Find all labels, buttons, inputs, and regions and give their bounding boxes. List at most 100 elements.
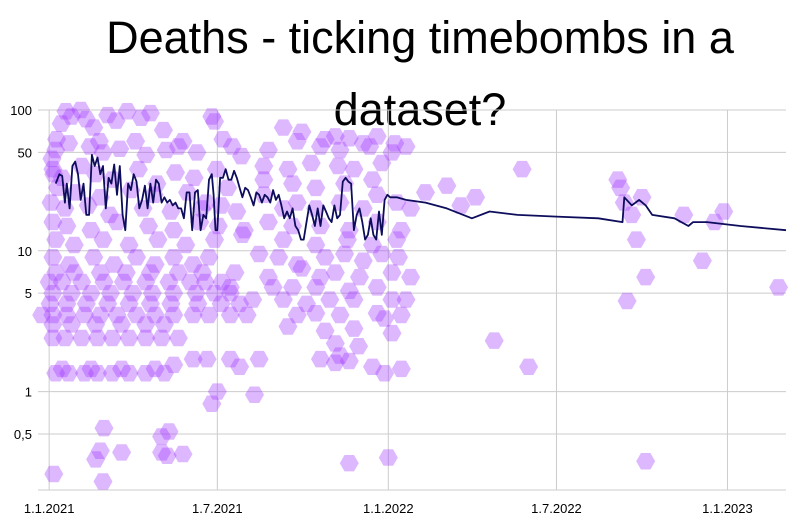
data-point: [88, 365, 107, 382]
data-point: [311, 268, 330, 286]
line-layer: [54, 154, 787, 241]
data-point: [93, 144, 113, 161]
data-point: [93, 473, 113, 490]
data-point: [199, 249, 219, 266]
data-point: [243, 291, 263, 308]
data-point: [153, 121, 173, 139]
data-point: [159, 273, 179, 291]
data-point: [145, 360, 165, 378]
data-point: [51, 115, 71, 132]
data-point: [90, 264, 110, 281]
data-point: [353, 252, 373, 269]
data-point: [349, 338, 369, 355]
data-point: [157, 447, 177, 464]
data-point: [339, 282, 359, 299]
data-point: [136, 146, 156, 164]
data-point: [104, 256, 124, 273]
data-point: [225, 264, 245, 281]
data-point: [202, 108, 222, 125]
data-point: [237, 306, 257, 324]
y-tick-label: 10: [18, 244, 32, 259]
data-point: [325, 335, 345, 352]
data-point: [136, 365, 156, 382]
data-point: [375, 310, 395, 327]
data-point: [273, 231, 293, 248]
data-point: [211, 295, 231, 313]
data-point: [320, 291, 340, 308]
data-point: [353, 135, 373, 152]
data-point: [43, 249, 63, 266]
data-point: [46, 365, 66, 382]
data-point: [159, 423, 179, 440]
data-point: [254, 157, 274, 175]
data-point: [39, 273, 59, 291]
data-point: [76, 295, 96, 313]
data-point: [382, 324, 402, 342]
data-point: [47, 131, 67, 148]
data-point: [230, 295, 250, 313]
data-point: [90, 306, 110, 324]
data-point: [330, 306, 350, 324]
data-point: [330, 347, 350, 364]
data-point: [608, 171, 628, 188]
data-point: [173, 445, 193, 463]
data-point: [220, 279, 240, 296]
x-tick-label: 1.1.2022: [363, 501, 414, 516]
data-point: [164, 356, 184, 373]
data-point: [94, 273, 114, 291]
data-point: [60, 256, 80, 273]
data-point: [62, 285, 81, 302]
data-point: [254, 171, 274, 188]
data-point: [269, 249, 289, 266]
data-point: [131, 109, 151, 126]
data-point: [32, 306, 52, 324]
data-point: [188, 295, 208, 313]
data-point: [367, 279, 387, 296]
data-point: [136, 273, 156, 291]
data-point: [183, 350, 203, 368]
data-point: [363, 358, 382, 375]
data-point: [59, 135, 79, 152]
data-point: [382, 144, 402, 161]
data-point: [127, 249, 146, 266]
data-point: [306, 179, 326, 197]
data-point: [249, 350, 269, 368]
data-point: [119, 295, 139, 313]
data-point: [205, 113, 224, 130]
data-point: [116, 264, 136, 281]
data-point: [86, 451, 106, 468]
data-point: [142, 285, 162, 302]
data-point: [249, 245, 269, 263]
data-point: [301, 154, 321, 172]
data-point: [43, 329, 63, 347]
data-point: [56, 103, 76, 120]
point-layer: [32, 101, 789, 490]
data-point: [335, 245, 355, 263]
data-point: [360, 138, 380, 155]
data-point: [107, 306, 127, 324]
grid-layer: [38, 109, 786, 491]
data-point: [75, 365, 94, 382]
data-point: [168, 264, 188, 281]
data-point: [90, 442, 110, 459]
data-point: [154, 365, 174, 382]
data-point: [227, 203, 247, 220]
data-point: [705, 213, 724, 231]
data-point: [46, 231, 66, 248]
data-point: [152, 444, 172, 461]
data-point: [287, 306, 307, 324]
data-point: [43, 213, 63, 231]
data-point: [52, 360, 72, 378]
data-point: [769, 279, 789, 296]
data-point: [119, 329, 139, 347]
data-point: [84, 119, 104, 136]
data-point: [622, 206, 642, 224]
y-tick-label: 0,5: [14, 427, 32, 442]
data-point: [396, 291, 416, 308]
data-point: [206, 160, 226, 178]
data-point: [391, 306, 411, 324]
data-point: [273, 291, 293, 308]
data-point: [43, 316, 63, 333]
data-point: [43, 285, 63, 302]
